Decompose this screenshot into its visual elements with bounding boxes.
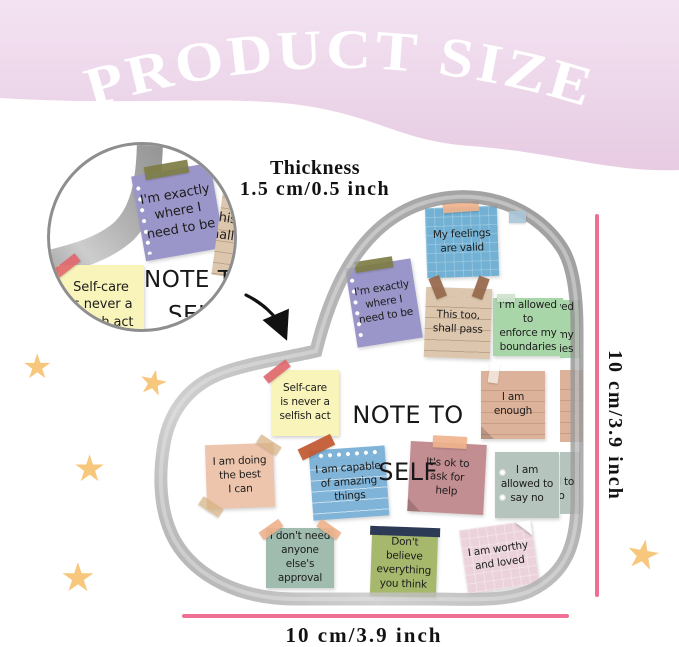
heading-line1: NOTE TO	[144, 267, 234, 293]
note-text: I'm allowed to enforce my boundaries	[499, 299, 557, 353]
note-enough: I am enough	[481, 362, 545, 439]
note-fragment-enough	[560, 370, 583, 442]
note-text: My feelings are valid	[432, 227, 491, 255]
tape	[487, 362, 501, 384]
note-text: I'm allowed to enforce my boundaries	[560, 301, 574, 355]
tape-fragment	[509, 211, 526, 223]
note-self-care: Self-care is never a selfish act	[263, 359, 339, 436]
note-fragment-inner	[560, 370, 583, 442]
magnified-note-self-care: Self-care is never a selfish act	[50, 253, 144, 330]
note-im-exactly: I'm exactly where I need to be	[345, 256, 423, 348]
heading-line2: SELF	[378, 458, 438, 487]
note-text: I'm exactly where I need to be	[139, 181, 217, 243]
height-dimension-value: 10 cm/3.9 inch	[604, 349, 626, 501]
magnified-heading-clip: SELF	[168, 302, 208, 317]
tape	[263, 359, 291, 384]
note-boundaries: I'm allowed to enforce my boundaries	[493, 294, 563, 356]
tape	[497, 294, 515, 302]
note-text: This too, shall pass	[432, 308, 483, 336]
note-dont-believe: Don't believe everything you think	[369, 525, 441, 599]
tape	[428, 275, 447, 300]
note-to-self-heading: NOTE TO SELF	[348, 372, 468, 487]
tape	[442, 200, 480, 214]
tape	[354, 256, 394, 274]
folded-corner	[515, 520, 533, 538]
note-text: I don't need anyone else's approval	[269, 530, 331, 584]
note-worthy: I am worthy and loved	[458, 520, 540, 594]
thickness-value: 1.5 cm/0.5 inch	[239, 178, 391, 200]
width-dimension-line	[182, 614, 569, 618]
note-text: I'm exactly where I need to be	[353, 278, 414, 326]
tape	[198, 496, 224, 518]
note-my-feelings: My feelings are valid	[424, 200, 500, 279]
star-icon: ★	[621, 529, 665, 581]
width-dimension-value: 10 cm/3.9 inch	[285, 623, 443, 647]
note-text: I am allowed to say no	[500, 464, 554, 504]
note-fragment-inner: I am allowed to say no	[560, 452, 580, 514]
tape	[256, 434, 282, 456]
note-this-too: This too, shall pass	[423, 275, 493, 360]
magnified-heading-clip: NOTE TO	[144, 267, 234, 299]
folded-corner	[407, 497, 421, 512]
note-text: I am doing the best I can	[212, 454, 267, 496]
height-dimension-line	[595, 214, 599, 597]
thickness-label: Thickness 1.5 cm/0.5 inch	[225, 158, 405, 200]
heading-line1: NOTE TO	[352, 400, 464, 429]
note-dont-need: I don't need anyone else's approval	[258, 518, 342, 588]
page-title: PRODUCT SIZE	[78, 19, 602, 120]
note-text: I am allowed to say no	[560, 476, 575, 502]
star-icon: ★	[22, 347, 53, 387]
note-text: Self-care is never a selfish act	[68, 280, 134, 330]
note-say-no: I am allowed to say no	[495, 452, 559, 518]
note-text: Self-care is never a selfish act	[279, 382, 331, 422]
note-fragment-say-no: I am allowed to say no	[560, 452, 583, 514]
magnified-note-im-exactly: I'm exactly where I need to be	[131, 159, 225, 262]
heading-line2: SELF	[168, 302, 208, 317]
note-text: I am enough	[493, 391, 533, 417]
star-icon: ★	[60, 555, 96, 601]
note-text: I am worthy and loved	[467, 539, 529, 573]
note-fragment-boundaries: I'm allowed to enforce my boundaries	[560, 300, 583, 358]
lines-pattern	[560, 379, 583, 442]
tape	[471, 275, 490, 300]
magnifier-circle: I'm exactly where I need to be This too,…	[47, 142, 237, 332]
note-doing-best: I am doing the best I can	[198, 434, 282, 518]
star-icon: ★	[73, 447, 107, 490]
star-icon: ★	[134, 360, 173, 406]
thickness-title: Thickness	[269, 157, 361, 179]
note-text: Don't believe everything you think	[376, 535, 432, 591]
folded-corner	[481, 426, 494, 439]
note-fragment-inner: I'm allowed to enforce my boundaries	[560, 300, 580, 358]
